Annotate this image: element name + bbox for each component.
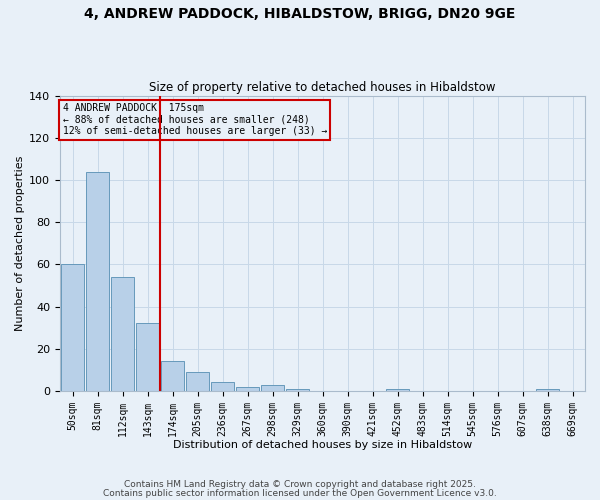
Bar: [111, 277, 134, 391]
X-axis label: Distribution of detached houses by size in Hibaldstow: Distribution of detached houses by size …: [173, 440, 472, 450]
Bar: [536, 389, 559, 391]
Bar: [186, 372, 209, 391]
Text: 4, ANDREW PADDOCK, HIBALDSTOW, BRIGG, DN20 9GE: 4, ANDREW PADDOCK, HIBALDSTOW, BRIGG, DN…: [85, 8, 515, 22]
Text: Contains public sector information licensed under the Open Government Licence v3: Contains public sector information licen…: [103, 488, 497, 498]
Title: Size of property relative to detached houses in Hibaldstow: Size of property relative to detached ho…: [149, 82, 496, 94]
Bar: [86, 172, 109, 391]
Text: 4 ANDREW PADDOCK: 175sqm
← 88% of detached houses are smaller (248)
12% of semi-: 4 ANDREW PADDOCK: 175sqm ← 88% of detach…: [62, 103, 327, 136]
Bar: [136, 324, 159, 391]
Bar: [61, 264, 84, 391]
Text: Contains HM Land Registry data © Crown copyright and database right 2025.: Contains HM Land Registry data © Crown c…: [124, 480, 476, 489]
Bar: [386, 389, 409, 391]
Bar: [211, 382, 234, 391]
Bar: [161, 362, 184, 391]
Bar: [261, 384, 284, 391]
Bar: [236, 386, 259, 391]
Bar: [286, 389, 309, 391]
Y-axis label: Number of detached properties: Number of detached properties: [15, 156, 25, 331]
